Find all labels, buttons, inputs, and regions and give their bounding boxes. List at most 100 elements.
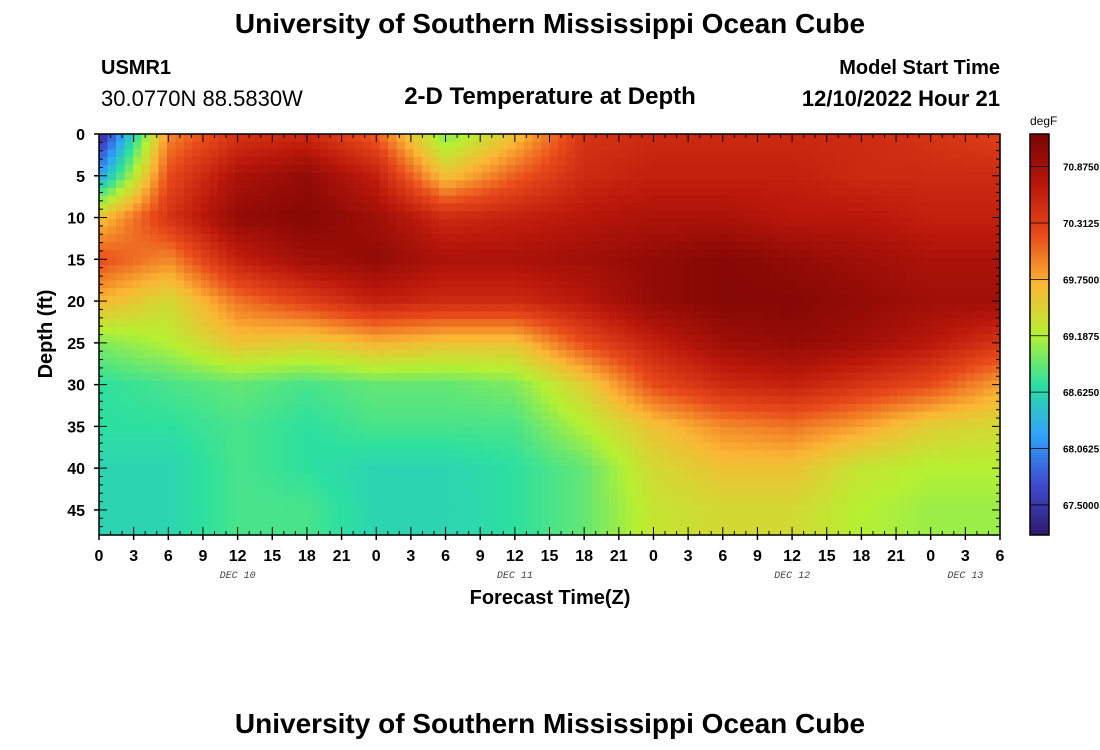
- heatmap-cell: [524, 442, 534, 451]
- heatmap-cell: [549, 187, 559, 197]
- heatmap-cell: [626, 411, 636, 420]
- heatmap-cell: [456, 403, 466, 413]
- heatmap-cell: [158, 172, 168, 181]
- heatmap-cell: [617, 365, 627, 374]
- heatmap-cell: [898, 342, 908, 351]
- heatmap-cell: [303, 473, 313, 482]
- heatmap-cell: [753, 157, 763, 166]
- heatmap-cell: [575, 280, 585, 289]
- heatmap-cell: [490, 157, 500, 166]
- heatmap-cell: [566, 311, 576, 320]
- heatmap-cell: [430, 388, 440, 397]
- heatmap-cell: [974, 357, 984, 366]
- heatmap-cell: [745, 465, 755, 474]
- heatmap-cell: [609, 473, 619, 482]
- heatmap-cell: [906, 450, 916, 459]
- heatmap-cell: [804, 157, 814, 166]
- heatmap-cell: [515, 288, 525, 297]
- heatmap-cell: [651, 481, 661, 490]
- heatmap-cell: [294, 465, 304, 474]
- heatmap-cell: [915, 257, 925, 266]
- heatmap-cell: [532, 211, 542, 220]
- heatmap-cell: [745, 319, 755, 328]
- heatmap-cell: [362, 157, 372, 166]
- heatmap-cell: [906, 488, 916, 498]
- heatmap-cell: [906, 164, 916, 174]
- heatmap-cell: [456, 280, 466, 289]
- heatmap-cell: [524, 211, 534, 220]
- heatmap-cell: [974, 342, 984, 351]
- heatmap-cell: [524, 373, 534, 382]
- heatmap-cell: [592, 342, 602, 351]
- heatmap-cell: [286, 180, 296, 189]
- heatmap-cell: [575, 203, 585, 212]
- heatmap-cell: [515, 195, 525, 204]
- heatmap-cell: [167, 234, 177, 243]
- heatmap-cell: [464, 249, 474, 258]
- heatmap-cell: [456, 334, 466, 343]
- heatmap-cell: [294, 172, 304, 181]
- heatmap-cell: [532, 473, 542, 482]
- heatmap-cell: [532, 342, 542, 351]
- heatmap-cell: [167, 141, 177, 151]
- heatmap-cell: [371, 187, 381, 197]
- heatmap-cell: [711, 481, 721, 490]
- heatmap-cell: [303, 457, 313, 467]
- heatmap-cell: [116, 141, 126, 151]
- heatmap-cell: [575, 226, 585, 235]
- heatmap-cell: [192, 295, 202, 305]
- heatmap-cell: [779, 288, 789, 297]
- heatmap-cell: [464, 218, 474, 228]
- heatmap-cell: [617, 380, 627, 390]
- heatmap-cell: [320, 419, 330, 428]
- heatmap-cell: [957, 149, 967, 158]
- heatmap-cell: [524, 481, 534, 490]
- heatmap-cell: [881, 180, 891, 189]
- heatmap-cell: [107, 427, 117, 436]
- heatmap-cell: [813, 295, 823, 305]
- heatmap-cell: [413, 419, 423, 428]
- heatmap-cell: [566, 164, 576, 174]
- heatmap-cell: [294, 481, 304, 490]
- heatmap-cell: [651, 427, 661, 436]
- heatmap-cell: [753, 380, 763, 390]
- heatmap-cell: [592, 234, 602, 243]
- heatmap-cell: [524, 134, 534, 143]
- heatmap-cell: [600, 357, 610, 366]
- heatmap-cell: [116, 357, 126, 366]
- heatmap-cell: [490, 473, 500, 482]
- heatmap-cell: [541, 373, 551, 382]
- heatmap-cell: [898, 380, 908, 390]
- heatmap-cell: [804, 403, 814, 413]
- heatmap-cell: [702, 481, 712, 490]
- heatmap-cell: [762, 411, 772, 420]
- heatmap-cell: [320, 226, 330, 235]
- heatmap-cell: [719, 442, 729, 451]
- heatmap-cell: [175, 411, 185, 420]
- heatmap-cell: [804, 303, 814, 312]
- heatmap-cell: [311, 396, 321, 405]
- heatmap-cell: [736, 257, 746, 266]
- heatmap-cell: [915, 411, 925, 420]
- heatmap-cell: [719, 265, 729, 274]
- heatmap-cell: [872, 234, 882, 243]
- heatmap-cell: [354, 164, 364, 174]
- heatmap-cell: [320, 319, 330, 328]
- heatmap-cell: [753, 334, 763, 343]
- heatmap-cell: [906, 465, 916, 474]
- heatmap-cell: [932, 450, 942, 459]
- heatmap-cell: [515, 164, 525, 174]
- heatmap-cell: [184, 141, 194, 151]
- heatmap-cell: [770, 180, 780, 189]
- heatmap-cell: [150, 211, 160, 220]
- heatmap-cell: [430, 319, 440, 328]
- heatmap-cell: [932, 465, 942, 474]
- heatmap-cell: [413, 442, 423, 451]
- heatmap-cell: [864, 342, 874, 351]
- heatmap-cell: [320, 257, 330, 266]
- heatmap-cell: [311, 265, 321, 274]
- heatmap-cell: [209, 450, 219, 459]
- heatmap-cell: [260, 388, 270, 397]
- heatmap-cell: [728, 172, 738, 181]
- heatmap-cell: [813, 473, 823, 482]
